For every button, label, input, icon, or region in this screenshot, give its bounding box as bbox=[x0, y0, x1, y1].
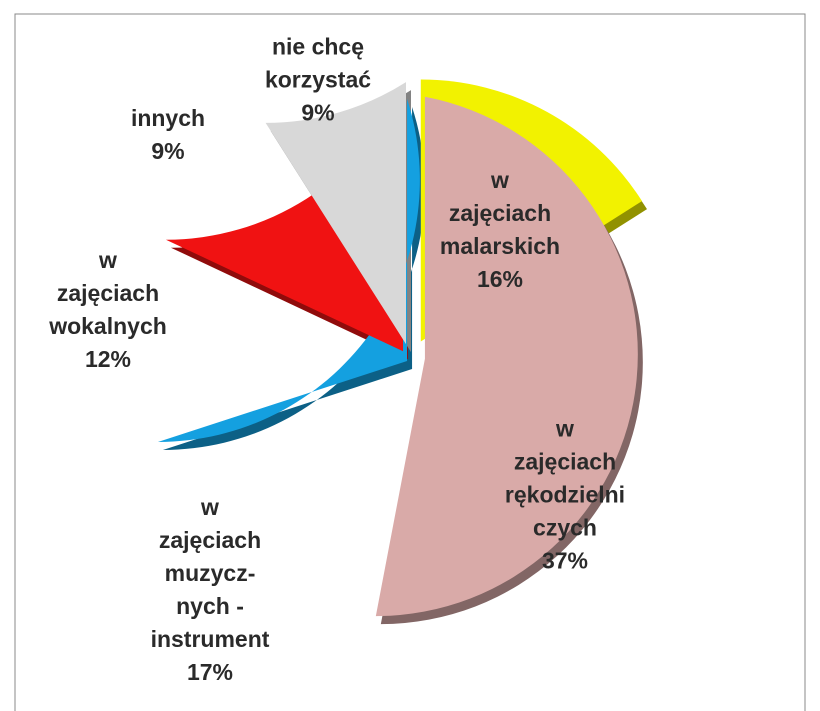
slice bbox=[157, 99, 420, 442]
value-label: 9% bbox=[151, 138, 185, 164]
slice-label: w zajęciach malarskich 16% bbox=[440, 164, 560, 296]
category-label: w zajęciach malarskich bbox=[439, 167, 561, 259]
value-label: 12% bbox=[84, 346, 132, 372]
slice-label: w zajęciach muzycz- nych - instrument 17% bbox=[151, 491, 270, 689]
category-label: nie chcę korzystać bbox=[264, 33, 372, 93]
category-label: w zajęciach muzycz- nych - instrument bbox=[150, 494, 270, 652]
slice-label: innych 9% bbox=[131, 102, 205, 168]
category-label: w zajęciach rękodzielni czych bbox=[504, 415, 626, 541]
category-label: w zajęciach wokalnych bbox=[49, 247, 167, 339]
chart-frame bbox=[14, 13, 806, 711]
value-label: 17% bbox=[186, 659, 234, 685]
category-label: innych bbox=[130, 105, 206, 131]
value-label: 37% bbox=[541, 547, 589, 574]
slice-label: nie chcę korzystać 9% bbox=[265, 31, 371, 130]
value-label: 16% bbox=[476, 266, 524, 292]
slice-label: w zajęciach wokalnych 12% bbox=[49, 244, 167, 376]
slice bbox=[265, 82, 406, 345]
slice-label: w zajęciach rękodzielni czych 37% bbox=[505, 413, 625, 578]
slice bbox=[375, 96, 638, 617]
value-label: 9% bbox=[301, 99, 335, 126]
slice bbox=[165, 89, 404, 352]
